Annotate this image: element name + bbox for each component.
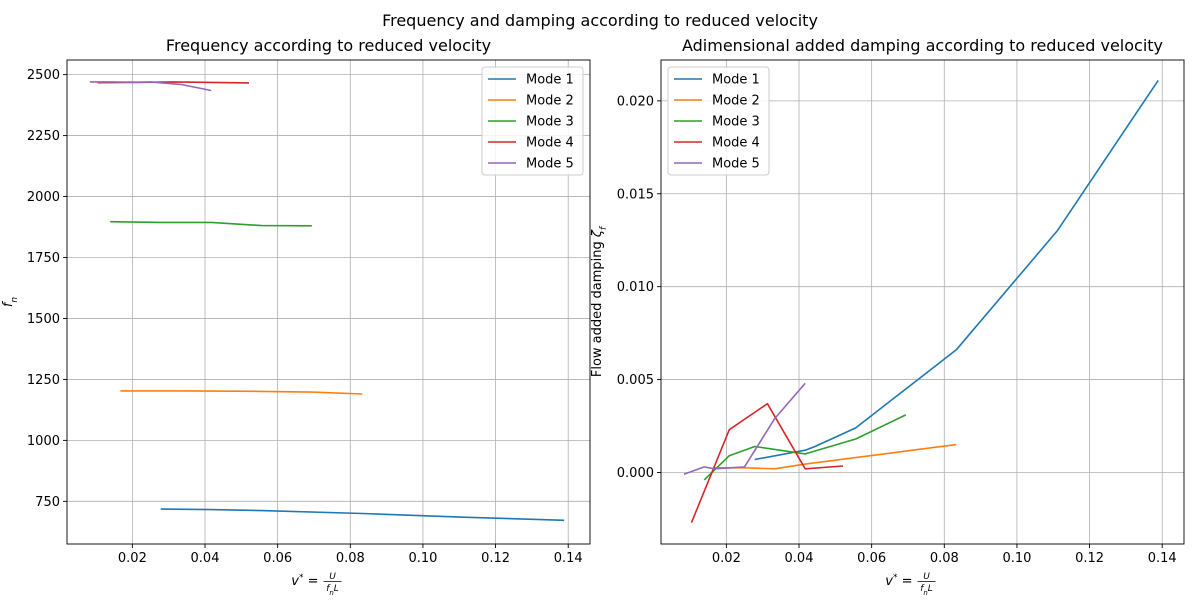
y-tick-label: 0.015 [617, 187, 654, 202]
series-line-mode-2 [120, 390, 363, 395]
x-axis-label-numerator: U [329, 572, 336, 582]
x-tick-label: 0.02 [118, 551, 147, 566]
legend-label-mode-2: Mode 2 [526, 94, 574, 109]
y-tick-label: 2000 [27, 190, 60, 205]
legend-label-mode-2: Mode 2 [712, 94, 760, 109]
x-tick-label: 0.14 [1148, 551, 1177, 566]
x-axis-label: v* = [885, 573, 912, 589]
y-tick-label: 0.000 [617, 466, 654, 481]
x-tick-label: 0.12 [1075, 551, 1104, 566]
series-line-mode-3 [703, 414, 907, 481]
axes-frame [66, 59, 591, 545]
y-axis-label: fn [1, 297, 20, 308]
legend-box [667, 66, 770, 176]
y-tick-label: 1500 [27, 312, 60, 327]
y-tick-label: 0.005 [617, 373, 654, 388]
legend: Mode 1 Mode 2 Mode 3 Mode 4 Mode 5 [667, 66, 770, 176]
y-axis-label: Flow added damping ζf [590, 225, 609, 377]
legend-label-mode-4: Mode 4 [712, 136, 760, 151]
legend-label-mode-5: Mode 5 [526, 157, 574, 172]
x-axis-label-numerator: U [923, 572, 930, 582]
x-tick-label: 0.14 [554, 551, 583, 566]
x-tick-label: 0.10 [408, 551, 437, 566]
x-tick-label: 0.06 [263, 551, 292, 566]
y-tick-label: 0.020 [617, 94, 654, 109]
series-line-mode-3 [110, 220, 312, 227]
legend: Mode 1 Mode 2 Mode 3 Mode 4 Mode 5 [481, 66, 584, 176]
legend-label-mode-4: Mode 4 [526, 136, 574, 151]
x-tick-label: 0.12 [481, 551, 510, 566]
x-axis-label: v* = [291, 573, 318, 589]
axes-frame [660, 59, 1185, 545]
y-tick-label: 1750 [27, 251, 60, 266]
series-line-mode-1 [754, 79, 1159, 461]
chart-damping: Adimensional added damping according to … [590, 36, 1185, 597]
x-tick-label: 0.08 [336, 551, 365, 566]
x-axis-label-denominator: fnL [920, 584, 933, 597]
legend-label-mode-3: Mode 3 [526, 115, 574, 130]
x-tick-label: 0.04 [191, 551, 220, 566]
x-tick-label: 0.04 [785, 551, 814, 566]
legend-box [481, 66, 584, 176]
subplot-title: Adimensional added damping according to … [682, 36, 1163, 55]
series-line-mode-5 [89, 81, 212, 92]
y-tick-label: 2500 [27, 68, 60, 83]
y-tick-label: 750 [35, 495, 60, 510]
x-tick-label: 0.02 [712, 551, 741, 566]
legend-label-mode-5: Mode 5 [712, 157, 760, 172]
y-tick-label: 0.010 [617, 280, 654, 295]
x-tick-label: 0.06 [857, 551, 886, 566]
chart-frequency: Frequency according to reduced velocity 0… [1, 36, 591, 597]
legend-label-mode-1: Mode 1 [712, 73, 760, 88]
y-tick-label: 2250 [27, 129, 60, 144]
y-tick-label: 1000 [27, 434, 60, 449]
x-axis-label-denominator: fnL [326, 584, 339, 597]
series-line-mode-1 [160, 508, 565, 522]
figure-suptitle: Frequency and damping according to reduc… [382, 11, 818, 30]
y-tick-label: 1250 [27, 373, 60, 388]
legend-label-mode-1: Mode 1 [526, 73, 574, 88]
subplot-title: Frequency according to reduced velocity [166, 36, 491, 55]
x-tick-label: 0.08 [930, 551, 959, 566]
series-line-mode-2 [714, 443, 957, 470]
legend-label-mode-3: Mode 3 [712, 115, 760, 130]
series-line-mode-4 [690, 402, 844, 523]
x-tick-label: 0.10 [1002, 551, 1031, 566]
series-line-mode-5 [683, 382, 806, 476]
